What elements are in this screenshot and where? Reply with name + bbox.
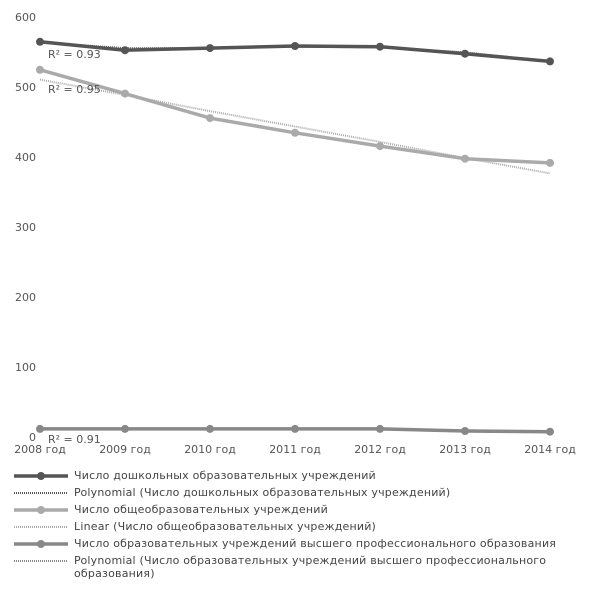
x-tick-label: 2013 год [439, 443, 491, 456]
r-squared-label: R² = 0.93 [48, 48, 101, 61]
marker [36, 37, 44, 46]
legend-swatch [14, 540, 68, 548]
marker [121, 46, 129, 55]
legend-entry: Число общеобразовательных учреждений [0, 503, 584, 520]
marker [376, 424, 384, 433]
legend-label: Число образовательных учреждений высшего… [74, 537, 557, 550]
marker [291, 42, 299, 50]
legend-label: Число общеобразовательных учреждений [74, 503, 328, 516]
y-tick-label: 100 [15, 361, 36, 374]
legend-entry: Linear (Число общеобразовательных учрежд… [0, 520, 584, 537]
legend-swatch [14, 560, 68, 562]
series-line [39, 68, 551, 165]
y-tick-label: 300 [15, 221, 36, 234]
y-tick-label: 200 [15, 291, 36, 304]
legend-entry: Polynomial (Число дошкольных образовател… [0, 486, 584, 503]
legend-label: Polynomial (Число образовательных учрежд… [74, 554, 547, 580]
marker [376, 142, 384, 151]
y-tick-label: 600 [15, 11, 36, 24]
x-tick-label: 2012 год [354, 443, 406, 456]
legend-swatch [14, 472, 68, 480]
legend-entry: Polynomial (Число образовательных учрежд… [0, 554, 584, 580]
legend-swatch [14, 526, 68, 528]
x-tick-label: 2011 год [269, 443, 321, 456]
y-tick-label: 400 [15, 151, 36, 164]
legend-entry: Число дошкольных образовательных учрежде… [0, 469, 584, 486]
r-squared-label: R² = 0.91 [48, 433, 101, 446]
legend: Число дошкольных образовательных учрежде… [0, 469, 591, 580]
marker [206, 114, 214, 123]
legend-swatch [14, 492, 68, 494]
marker [461, 49, 469, 58]
marker [546, 158, 554, 167]
marker [36, 65, 44, 74]
trendline [39, 78, 551, 175]
x-tick-label: 2014 год [524, 443, 576, 456]
x-tick-label: 2008 год [14, 443, 66, 456]
y-tick-label: 500 [15, 81, 36, 94]
legend-label: Polynomial (Число дошкольных образовател… [74, 486, 451, 499]
legend-label: Linear (Число общеобразовательных учрежд… [74, 520, 377, 533]
marker [121, 89, 129, 98]
legend-label: Число дошкольных образовательных учрежде… [74, 469, 376, 482]
trendline [40, 427, 551, 433]
r-squared-label: R² = 0.95 [48, 83, 101, 96]
chart: 0 100 200 300 400 500 600 2008 год 2009 год 2010 … [14, 11, 576, 456]
legend-entry: Число образовательных учреждений высшего… [0, 537, 584, 554]
legend-marker [37, 506, 45, 514]
x-tick-label: 2010 год [184, 443, 236, 456]
marker [461, 427, 469, 435]
marker [291, 128, 299, 137]
legend-swatch [14, 506, 68, 514]
y-tick-label: 0 [29, 431, 36, 444]
x-tick-label: 2009 год [99, 443, 151, 456]
legend-marker [37, 540, 45, 548]
legend-marker [37, 472, 45, 480]
